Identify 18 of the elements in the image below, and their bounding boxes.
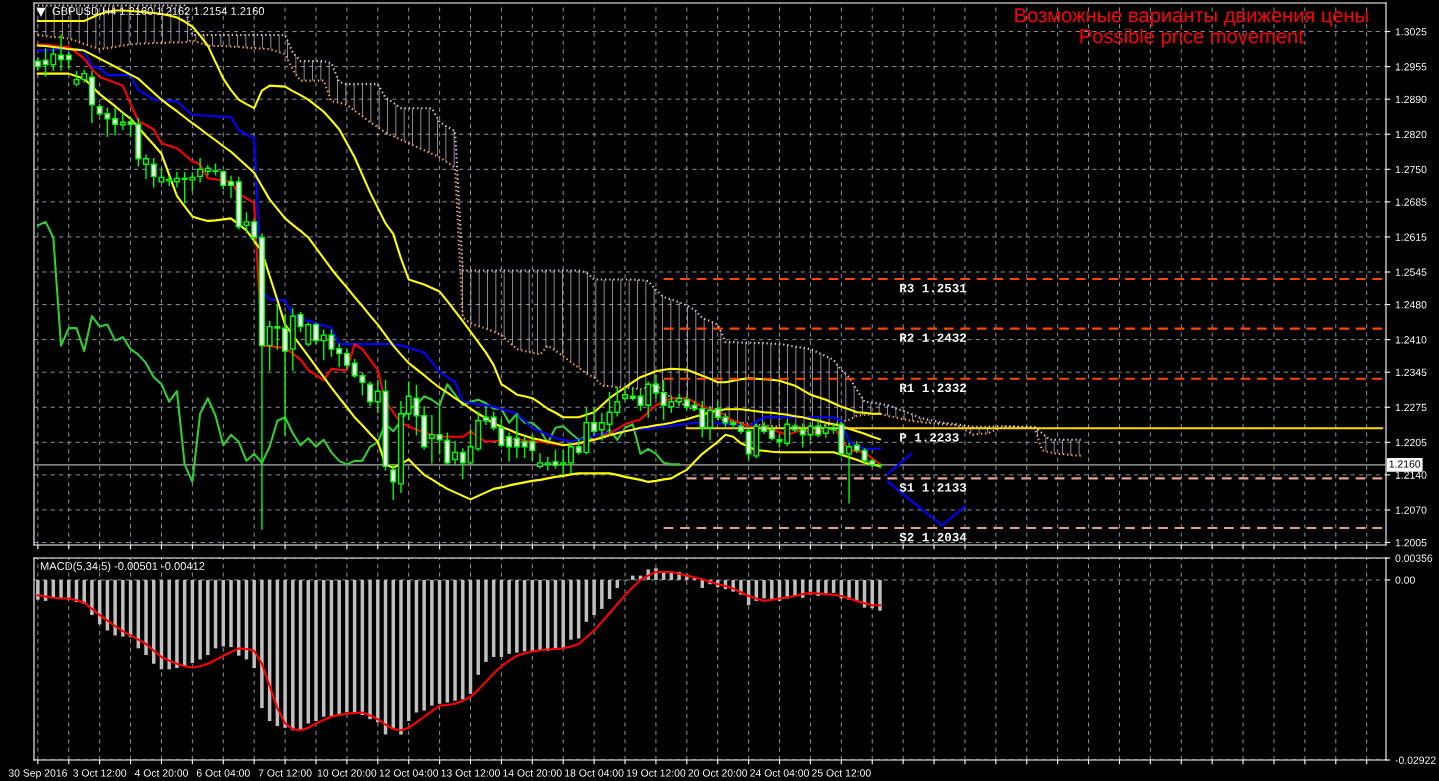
x-tick-label: 30 Sep 2016 bbox=[8, 769, 67, 779]
x-tick-label: 18 Oct 04:00 bbox=[565, 769, 624, 777]
x-tick-label: 10 Oct 20:00 bbox=[317, 769, 377, 777]
x-tick-label: 12 Oct 04:00 bbox=[379, 769, 439, 777]
x-tick-label: 14 Oct 20:00 bbox=[503, 769, 562, 777]
x-tick-label: 7 Oct 12:00 bbox=[258, 769, 312, 777]
x-tick-label: 6 Oct 04:00 bbox=[196, 769, 250, 777]
x-tick-label: 24 Oct 04:00 bbox=[750, 769, 809, 777]
x-tick-label: 20 Oct 20:00 bbox=[688, 769, 748, 777]
x-tick-label: 19 Oct 12:00 bbox=[626, 769, 686, 777]
chart-title: MACD(5,34,5) -0.00501 -0.00412 bbox=[40, 561, 205, 573]
y-tick-label: -0.02922 bbox=[1395, 756, 1436, 764]
y-tick-label: 0.00356 bbox=[1395, 554, 1433, 562]
x-tick-label: 25 Oct 12:00 bbox=[812, 769, 871, 777]
x-tick-label: 4 Oct 20:00 bbox=[134, 769, 188, 777]
y-tick-label: 0.00 bbox=[1395, 576, 1415, 584]
x-tick-label: 13 Oct 12:00 bbox=[441, 769, 500, 777]
x-tick-label: 3 Oct 12:00 bbox=[73, 769, 127, 777]
